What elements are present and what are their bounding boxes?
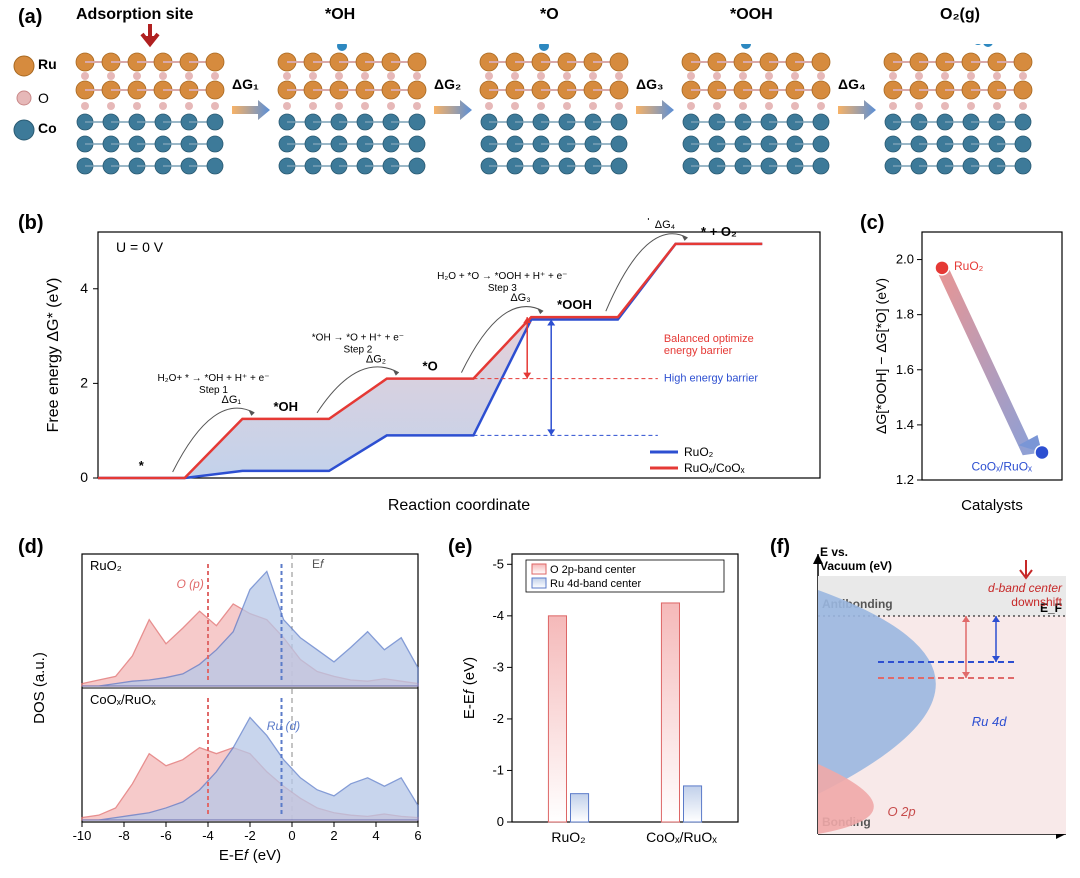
panel-a-label: (a) [18, 6, 42, 29]
svg-text:CoOₓ/RuOₓ: CoOₓ/RuOₓ [971, 459, 1032, 473]
panel-f-diagram: E vs.Vacuum (eV)AntibondingBondingE_FRu … [778, 544, 1074, 864]
panel-d-chart: -10 -8 -6 -4 -2 0 2 4 6 E-E𝑓 (eV) DOS (a.u.) E𝑓 RuO₂… [26, 544, 426, 864]
svg-text:H₂O+ * → *OH + H⁺ + e⁻: H₂O+ * → *OH + H⁺ + e⁻ [158, 373, 270, 384]
svg-text:1.2: 1.2 [896, 472, 914, 487]
svg-text:CoOₓ/RuOₓ: CoOₓ/RuOₓ [646, 829, 717, 845]
svg-text:energy barrier: energy barrier [664, 345, 733, 357]
svg-text:-10: -10 [73, 828, 92, 843]
svg-text:RuO₂: RuO₂ [551, 829, 585, 845]
svg-text:0: 0 [80, 469, 88, 485]
legend-co-dot [14, 120, 34, 140]
svg-text:*OOH: *OOH [557, 297, 592, 312]
legend-co-text: Co [38, 120, 57, 136]
svg-text:U = 0 V: U = 0 V [116, 239, 164, 255]
structure-2 [474, 44, 634, 187]
step-ooh-label: *OOH [730, 6, 773, 24]
legend-o-dot [17, 91, 31, 105]
svg-text:4: 4 [80, 280, 88, 296]
svg-text:Balanced optimize: Balanced optimize [664, 333, 754, 345]
svg-text:*OH → *O + H⁺ + e⁻: *OH → *O + H⁺ + e⁻ [312, 333, 404, 344]
svg-text:-1: -1 [492, 762, 504, 777]
structure-0 [70, 44, 230, 187]
svg-text:*OH: *OH [273, 399, 298, 414]
svg-text:H₂O + *O → *OOH + H⁺ + e⁻: H₂O + *O → *OOH + H⁺ + e⁻ [437, 271, 567, 282]
panel-c-chart: 1.2 1.4 1.6 1.8 2.0 ΔG[*OOH] − ΔG[*O] (eV) Cat… [870, 222, 1070, 518]
svg-text:*O: *O [423, 359, 438, 374]
svg-text:1.8: 1.8 [896, 307, 914, 322]
step-oh-label: *OH [325, 6, 355, 24]
svg-text:0: 0 [288, 828, 295, 843]
svg-text:*: * [139, 458, 145, 473]
svg-text:ΔG[*OOH] − ΔG[*O] (eV): ΔG[*OOH] − ΔG[*O] (eV) [873, 278, 889, 434]
svg-text:2.0: 2.0 [896, 252, 914, 267]
svg-text:E vs.: E vs. [820, 545, 848, 559]
svg-text:RuOₓ/CoOₓ: RuOₓ/CoOₓ [684, 461, 745, 475]
svg-text:-2: -2 [492, 711, 504, 726]
svg-text:-4: -4 [202, 828, 214, 843]
svg-text:RuO₂: RuO₂ [684, 445, 714, 459]
svg-text:0: 0 [497, 814, 504, 829]
svg-text:-6: -6 [160, 828, 172, 843]
legend-ru-text: Ru [38, 56, 57, 72]
legend-o-text: O [38, 90, 49, 106]
legend-ru-dot [14, 56, 34, 76]
delta-g-arrow-2: ΔG₂ [434, 76, 461, 92]
svg-text:High energy barrier: High energy barrier [664, 372, 758, 384]
svg-text:downshift: downshift [1011, 595, 1062, 609]
svg-text:4: 4 [372, 828, 379, 843]
svg-text:d-band center: d-band center [988, 581, 1063, 595]
step-o2-label: O₂(g) [940, 6, 980, 24]
adsorption-site-label: Adsorption site [76, 6, 193, 24]
panel-a-structures: ΔG₁ ΔG₂ ΔG₃ ΔG₄ [70, 26, 1070, 191]
svg-text:ΔG₁: ΔG₁ [222, 394, 242, 406]
structure-1 [272, 44, 432, 187]
panel-b-chart: 0 2 4 Free energy ΔG* (eV) Reaction coordina… [40, 218, 830, 518]
svg-text:E-E𝑓 (eV): E-E𝑓 (eV) [219, 847, 281, 864]
svg-text:1.4: 1.4 [896, 417, 914, 432]
svg-text:-2: -2 [244, 828, 256, 843]
structure-4 [878, 44, 1038, 187]
delta-g-arrow-1: ΔG₁ [232, 76, 259, 92]
svg-text:O 2p-band center: O 2p-band center [550, 564, 636, 576]
adsorption-arrow-icon [140, 24, 160, 52]
svg-text:-3: -3 [492, 659, 504, 674]
atom-legend [6, 48, 66, 158]
svg-text:-5: -5 [492, 556, 504, 571]
svg-text:ΔG₃: ΔG₃ [510, 292, 530, 304]
svg-text:CoOₓ/RuOₓ: CoOₓ/RuOₓ [90, 692, 156, 707]
svg-text:Ru (d): Ru (d) [267, 719, 300, 733]
svg-text:RuO₂: RuO₂ [954, 259, 984, 273]
svg-text:Ru 4d: Ru 4d [972, 714, 1007, 729]
svg-text:2: 2 [80, 374, 88, 390]
svg-text:RuO₂: RuO₂ [90, 558, 122, 573]
svg-text:DOS (a.u.): DOS (a.u.) [31, 652, 48, 724]
panel-e-chart: 0 -1 -2 -3 -4 -5 E-E𝑓 (eV) RuO₂ CoOₓ/RuOₓ O 2p-ba… [456, 544, 746, 864]
svg-text:Vacuum (eV): Vacuum (eV) [820, 559, 892, 573]
svg-text:O 2p: O 2p [887, 804, 915, 819]
step-o-label: *O [540, 6, 559, 24]
svg-text:O (p): O (p) [177, 577, 204, 591]
svg-text:2: 2 [330, 828, 337, 843]
svg-text:-4: -4 [492, 608, 504, 623]
svg-text:Ru 4d-band center: Ru 4d-band center [550, 578, 641, 590]
svg-text:-8: -8 [118, 828, 130, 843]
delta-g-arrow-4: ΔG₄ [838, 76, 866, 92]
svg-text:* + O₂: * + O₂ [701, 224, 737, 239]
svg-text:E𝑓: E𝑓 [312, 557, 325, 571]
svg-text:6: 6 [414, 828, 421, 843]
svg-text:ΔG₂: ΔG₂ [366, 354, 386, 366]
svg-text:Reaction coordinate: Reaction coordinate [388, 497, 530, 514]
svg-text:Free energy ΔG* (eV): Free energy ΔG* (eV) [45, 278, 62, 433]
svg-text:1.6: 1.6 [896, 362, 914, 377]
delta-g-arrow-3: ΔG₃ [636, 76, 663, 92]
svg-text:E-E𝑓 (eV): E-E𝑓 (eV) [461, 657, 478, 719]
svg-text:Catalysts: Catalysts [961, 497, 1023, 514]
structure-3 [676, 44, 836, 187]
svg-text:ΔG₄: ΔG₄ [655, 219, 676, 231]
